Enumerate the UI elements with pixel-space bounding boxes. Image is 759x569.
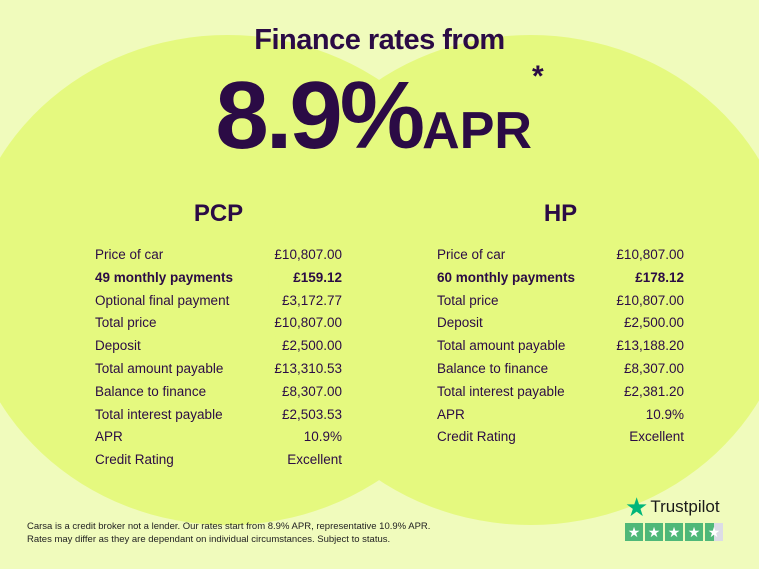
row-label: Optional final payment — [95, 292, 230, 308]
star-icon: ★ — [645, 523, 663, 541]
hp-table: HP Price of car £10,807.00 60 monthly paym… — [437, 200, 684, 449]
row-value: Excellent — [287, 452, 342, 468]
row-value: £178.12 — [635, 269, 684, 285]
row-value: £10,807.00 — [616, 292, 684, 308]
row-value: £8,307.00 — [281, 383, 342, 399]
table-row: Credit Rating Excellent — [95, 449, 342, 472]
asterisk: * — [531, 60, 544, 93]
row-label: 49 monthly payments — [95, 269, 234, 285]
table-row: Credit Rating Excellent — [437, 426, 684, 449]
row-value: 10.9% — [645, 406, 684, 422]
rate-value: 8.9% — [215, 62, 425, 169]
row-value: £159.12 — [293, 269, 342, 285]
table-row: Deposit £2,500.00 — [437, 312, 684, 335]
hp-heading: HP — [543, 200, 578, 227]
star-icon: ★ — [625, 523, 643, 541]
row-label: 60 monthly payments — [437, 269, 576, 285]
table-row: Total price £10,807.00 — [95, 312, 342, 335]
table-row: Deposit £2,500.00 — [95, 335, 342, 358]
row-label: Balance to finance — [95, 383, 207, 399]
row-value: £8,307.00 — [623, 360, 684, 376]
row-label: Total price — [95, 315, 157, 331]
table-row: Total interest payable £2,381.20 — [437, 381, 684, 404]
row-value: £2,503.53 — [281, 406, 342, 422]
pcp-table: PCP Price of car £10,807.00 49 monthly pay… — [95, 200, 342, 472]
disclaimer: Carsa is a credit broker not a lender. O… — [27, 520, 430, 546]
table-row: Price of car £10,807.00 — [437, 244, 684, 267]
row-value: Excellent — [629, 429, 684, 445]
row-label: Deposit — [437, 315, 483, 331]
table-row: Total amount payable £13,310.53 — [95, 358, 342, 381]
trustpilot-name: Trustpilot — [650, 497, 720, 516]
row-label: Deposit — [95, 338, 141, 354]
row-value: £13,310.53 — [274, 360, 342, 376]
row-label: Total interest payable — [437, 383, 565, 399]
row-value: £3,172.77 — [281, 292, 342, 308]
row-label: Total amount payable — [95, 360, 224, 376]
row-value: £13,188.20 — [616, 338, 684, 354]
disclaimer-line-1: Carsa is a credit broker not a lender. O… — [27, 521, 431, 532]
trustpilot-rating: ★ ★ ★ ★ ★ — [625, 523, 723, 541]
right-circle-decoration — [268, 35, 759, 525]
table-row: Price of car £10,807.00 — [95, 244, 342, 267]
row-label: Price of car — [437, 247, 506, 262]
table-row: Optional final payment £3,172.77 — [95, 290, 342, 313]
star-icon: ★ — [685, 523, 703, 541]
star-icon: ★ — [665, 523, 683, 541]
row-value: £10,807.00 — [274, 247, 342, 262]
row-value: 10.9% — [303, 429, 342, 445]
headline: Finance rates from — [254, 24, 505, 56]
row-label: Credit Rating — [437, 429, 516, 445]
table-row: 49 monthly payments £159.12 — [95, 267, 342, 290]
row-value: £2,500.00 — [623, 315, 684, 331]
table-row: APR 10.9% — [95, 426, 342, 449]
table-row: Total interest payable £2,503.53 — [95, 404, 342, 427]
trustpilot-logo: ★ Trustpilot — [625, 494, 723, 520]
row-label: APR — [437, 406, 465, 422]
table-row: Balance to finance £8,307.00 — [437, 358, 684, 381]
disclaimer-line-2: Rates may differ as they are dependant o… — [27, 534, 391, 545]
row-label: Price of car — [95, 247, 164, 262]
table-row: Balance to finance £8,307.00 — [95, 381, 342, 404]
row-value: £2,500.00 — [281, 338, 342, 354]
half-star-icon: ★ — [705, 523, 723, 541]
table-row: 60 monthly payments £178.12 — [437, 267, 684, 290]
row-label: Total interest payable — [95, 406, 223, 422]
row-label: APR — [95, 429, 123, 445]
star-icon: ★ — [625, 492, 649, 522]
row-label: Total amount payable — [437, 338, 566, 354]
rate-display: 8.9%APR * — [0, 60, 759, 166]
row-value: £10,807.00 — [616, 247, 684, 262]
row-value: £10,807.00 — [274, 315, 342, 331]
pcp-heading: PCP — [193, 200, 244, 227]
table-row: Total price £10,807.00 — [437, 290, 684, 313]
rate-suffix: APR — [422, 102, 532, 160]
row-label: Total price — [437, 292, 499, 308]
table-row: Total amount payable £13,188.20 — [437, 335, 684, 358]
table-row: APR 10.9% — [437, 404, 684, 427]
trustpilot-badge[interactable]: ★ Trustpilot ★ ★ ★ ★ ★ — [625, 494, 723, 541]
row-value: £2,381.20 — [623, 383, 684, 399]
row-label: Balance to finance — [437, 360, 549, 376]
row-label: Credit Rating — [95, 452, 174, 468]
